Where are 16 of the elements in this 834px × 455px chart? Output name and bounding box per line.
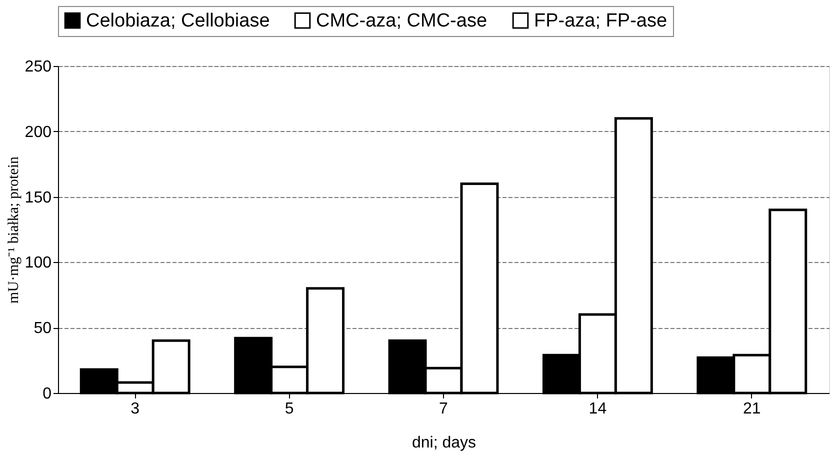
x-axis-title: dni; days [412,434,476,452]
x-tick-label: 7 [439,400,448,418]
legend-label: Celobiaza; Cellobiase [86,10,270,32]
y-tick-label: 250 [24,58,52,76]
y-tick-label: 0 [42,386,52,402]
y-axis-title: mU·mg⁻¹ białka; protein [6,156,22,304]
legend-label: CMC-aza; CMC-ase [316,10,488,32]
x-tick-label: 5 [284,400,294,418]
y-tick-label: 100 [24,254,52,272]
legend-label: FP-aza; FP-ase [534,10,668,32]
x-tick-label: 14 [588,400,607,418]
x-tick-label: 3 [130,400,140,418]
y-tick-label: 200 [24,124,52,141]
y-tick-label: 150 [24,189,52,206]
x-tick-label: 21 [743,400,761,418]
y-tick-label: 50 [34,320,52,338]
